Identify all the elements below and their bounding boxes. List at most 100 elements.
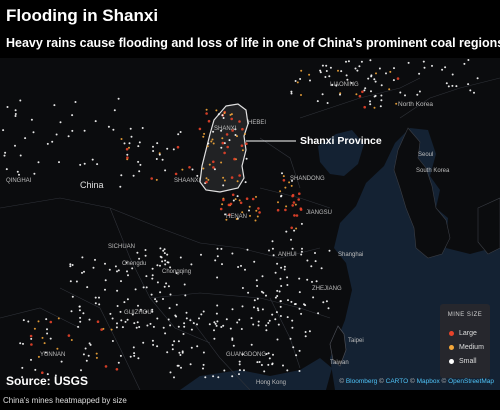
mine-dot xyxy=(297,198,301,201)
mine-dot xyxy=(256,297,259,300)
map-label-shandong: SHANDONG xyxy=(290,176,325,182)
mine-dot xyxy=(202,363,205,366)
mine-dot xyxy=(422,60,425,63)
mine-dot xyxy=(286,276,289,279)
map-caption: China's mines heatmapped by size xyxy=(3,396,127,405)
map-canvas[interactable]: China QINGHAI SHANXI HEBEI LIAONING Nort… xyxy=(0,58,500,390)
province-borders xyxy=(0,77,500,390)
mine-dot xyxy=(276,338,279,341)
mine-dot xyxy=(55,133,58,136)
mine-dot xyxy=(308,73,311,76)
mine-dot xyxy=(389,70,392,73)
mine-dot xyxy=(95,356,98,359)
mine-dot xyxy=(173,340,176,343)
legend-title: MINE SIZE xyxy=(447,312,483,318)
mine-dot xyxy=(179,256,182,259)
mine-dot xyxy=(176,145,180,149)
mine-dot xyxy=(169,266,172,269)
mine-dot xyxy=(345,60,347,63)
mine-dot xyxy=(111,340,114,342)
mine-dot xyxy=(145,275,148,278)
mine-dot xyxy=(373,78,376,81)
mine-dot xyxy=(298,307,301,310)
mine-dot xyxy=(231,308,234,311)
mine-dot xyxy=(316,100,319,103)
mine-dot xyxy=(183,322,186,325)
mine-dot xyxy=(34,368,37,371)
taiwan-island xyxy=(329,325,347,367)
mine-dot xyxy=(71,114,74,117)
mine-dot xyxy=(244,133,246,135)
mine-dot xyxy=(274,296,277,299)
mine-dot xyxy=(120,138,123,140)
mine-dot xyxy=(291,179,293,182)
mine-dot xyxy=(139,308,142,311)
mine-dot xyxy=(137,357,140,360)
mine-dot xyxy=(290,90,293,93)
mine-dot xyxy=(156,264,159,267)
mine-dot xyxy=(279,305,282,308)
mine-dot xyxy=(240,328,243,330)
mine-dot xyxy=(346,78,349,81)
mine-dot xyxy=(300,69,303,72)
mine-dot xyxy=(213,321,216,324)
mine-dot xyxy=(171,344,174,346)
attribution-mapbox[interactable]: Mapbox xyxy=(416,378,440,385)
mine-dot xyxy=(274,318,277,321)
mine-dot xyxy=(178,351,181,354)
mine-dot xyxy=(247,291,250,294)
mine-dot xyxy=(208,163,211,166)
mine-dot xyxy=(404,94,406,97)
mine-dot xyxy=(81,271,83,274)
mine-dot xyxy=(95,352,98,355)
mine-dot xyxy=(5,168,8,171)
mine-dot xyxy=(185,317,188,320)
mine-dot xyxy=(87,354,90,357)
mine-dot xyxy=(257,324,260,327)
mine-size-legend: MINE SIZE Large Medium Small xyxy=(440,304,490,378)
mine-dot xyxy=(21,366,24,369)
mine-dot xyxy=(293,229,296,232)
mine-dot xyxy=(319,71,322,74)
attribution-osm[interactable]: OpenStreetMap xyxy=(448,378,494,385)
map-label-hebei: HEBEI xyxy=(248,120,266,126)
mine-dot xyxy=(188,166,191,169)
mine-dot xyxy=(213,337,216,340)
mine-dot xyxy=(236,321,239,324)
mine-dot xyxy=(291,326,294,329)
mine-dot xyxy=(245,197,249,200)
mine-dot xyxy=(265,329,268,332)
mine-dot xyxy=(298,277,301,280)
shanxi-province-outline[interactable] xyxy=(199,103,249,193)
mine-dot xyxy=(41,336,44,339)
mine-dot xyxy=(138,170,141,173)
mine-dot xyxy=(207,178,210,181)
mine-dot xyxy=(276,295,279,297)
mine-dot xyxy=(243,369,245,372)
mine-dot xyxy=(380,84,383,87)
mine-dot xyxy=(21,376,24,379)
mine-dot xyxy=(33,327,36,330)
mine-dot xyxy=(236,180,239,183)
mine-dot xyxy=(347,60,350,63)
attribution-bloomberg[interactable]: Bloomberg xyxy=(345,378,378,385)
mine-dot xyxy=(262,291,265,294)
mine-dot xyxy=(126,153,129,156)
attribution-carto[interactable]: CARTO xyxy=(385,378,409,385)
mine-dot xyxy=(363,89,366,92)
mine-dot xyxy=(33,172,36,175)
mine-dot xyxy=(70,339,73,341)
mine-dot xyxy=(200,253,202,256)
mine-dot xyxy=(280,194,283,197)
mine-dot xyxy=(476,77,479,80)
mine-dot xyxy=(239,201,243,205)
mine-dot xyxy=(214,322,217,325)
mine-dot xyxy=(30,118,33,121)
mine-dot xyxy=(221,263,223,266)
mine-dot xyxy=(94,302,97,305)
mine-dot xyxy=(267,363,270,366)
mine-dot xyxy=(282,175,285,178)
mine-dot xyxy=(228,139,231,142)
map-label-north-korea: North Korea xyxy=(398,101,433,108)
mine-dot xyxy=(221,114,224,117)
